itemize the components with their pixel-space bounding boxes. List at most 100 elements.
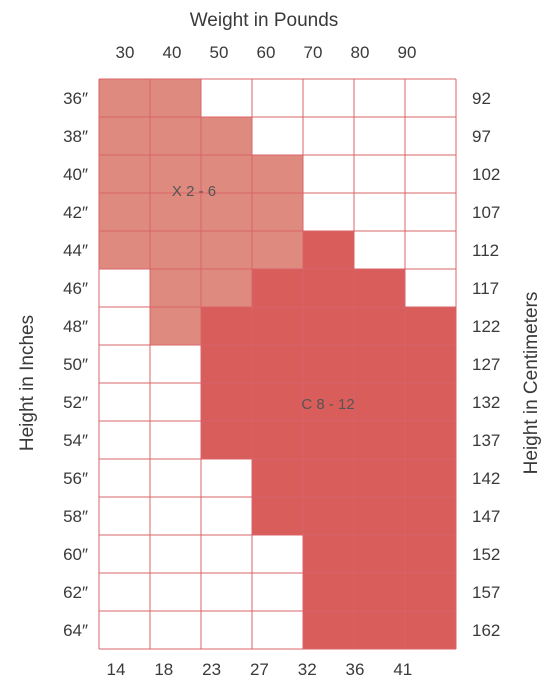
cell-r6-c2-c [201, 307, 252, 345]
cell-r2-c6-empty [405, 155, 456, 193]
cell-r9-c6-c [405, 421, 456, 459]
cell-r4-c1-x [150, 231, 201, 269]
cell-r5-c0-empty [99, 269, 150, 307]
x-top-tick-0: 30 [116, 43, 135, 62]
zone-label-x: X 2 - 6 [172, 183, 216, 200]
y-left-tick-5: 46″ [63, 279, 88, 298]
cell-r4-c6-empty [405, 231, 456, 269]
cell-r8-c5-c [354, 383, 405, 421]
cell-r12-c1-empty [150, 535, 201, 573]
x-bottom-tick-5: 36 [346, 660, 365, 679]
y-left-tick-4: 44″ [63, 241, 88, 260]
y-left-tick-8: 52″ [63, 393, 88, 412]
cell-r7-c6-c [405, 345, 456, 383]
cell-r11-c2-empty [201, 497, 252, 535]
cell-r0-c4-empty [303, 79, 354, 117]
cell-r2-c4-empty [303, 155, 354, 193]
cell-r10-c0-empty [99, 459, 150, 497]
cell-r6-c1-x [150, 307, 201, 345]
cell-r8-c1-empty [150, 383, 201, 421]
cell-r3-c5-empty [354, 193, 405, 231]
y-left-tick-2: 40″ [63, 165, 88, 184]
cell-r14-c6-c [405, 611, 456, 649]
x-bottom-tick-1: 18 [154, 660, 173, 679]
cell-r5-c3-c [252, 269, 303, 307]
cell-r13-c0-empty [99, 573, 150, 611]
cell-r3-c2-x [201, 193, 252, 231]
x-bottom-tick-4: 32 [298, 660, 317, 679]
cell-r11-c3-c [252, 497, 303, 535]
cell-r10-c1-empty [150, 459, 201, 497]
chart-title: Weight in Pounds [190, 10, 339, 31]
cell-r14-c5-c [354, 611, 405, 649]
cell-r3-c6-empty [405, 193, 456, 231]
cell-r8-c0-empty [99, 383, 150, 421]
y-right-tick-6: 122 [472, 317, 500, 336]
y-right-tick-13: 157 [472, 583, 500, 602]
x-bottom-tick-0: 14 [107, 660, 126, 679]
cell-r1-c3-empty [252, 117, 303, 155]
cell-r9-c3-c [252, 421, 303, 459]
cell-r5-c2-x [201, 269, 252, 307]
cell-r4-c3-x [252, 231, 303, 269]
cell-r0-c3-empty [252, 79, 303, 117]
x-top-tick-1: 40 [163, 43, 182, 62]
y-left-tick-10: 56″ [63, 469, 88, 488]
cell-r0-c1-x [150, 79, 201, 117]
y-axis-label-right: Height in Centimeters [521, 292, 542, 475]
cell-r5-c1-x [150, 269, 201, 307]
cell-r4-c5-empty [354, 231, 405, 269]
x-top-tick-2: 50 [210, 43, 229, 62]
y-right-tick-5: 117 [472, 279, 499, 298]
x-top-tick-3: 60 [257, 43, 276, 62]
y-axis-label-left: Height in Inches [17, 315, 38, 451]
y-left-tick-7: 50″ [63, 355, 88, 374]
x-top-tick-6: 90 [398, 43, 417, 62]
cell-r7-c0-empty [99, 345, 150, 383]
cell-r9-c2-c [201, 421, 252, 459]
zone-label-c: C 8 - 12 [301, 396, 354, 413]
cell-r1-c6-empty [405, 117, 456, 155]
cell-r1-c4-empty [303, 117, 354, 155]
cell-r8-c3-c [252, 383, 303, 421]
cell-r9-c5-c [354, 421, 405, 459]
cell-r2-c2-x [201, 155, 252, 193]
cell-r12-c4-c [303, 535, 354, 573]
x-top-tick-5: 80 [351, 43, 370, 62]
cell-r6-c0-empty [99, 307, 150, 345]
cell-r13-c6-c [405, 573, 456, 611]
cell-r1-c5-empty [354, 117, 405, 155]
cell-r2-c0-x [99, 155, 150, 193]
cell-r3-c4-empty [303, 193, 354, 231]
cell-r8-c6-c [405, 383, 456, 421]
cell-r4-c0-x [99, 231, 150, 269]
cell-r6-c3-c [252, 307, 303, 345]
cell-r13-c1-empty [150, 573, 201, 611]
x-bottom-tick-2: 23 [202, 660, 221, 679]
cell-r10-c3-c [252, 459, 303, 497]
cell-r10-c5-c [354, 459, 405, 497]
cell-r1-c0-x [99, 117, 150, 155]
cell-r5-c6-empty [405, 269, 456, 307]
cell-r7-c3-c [252, 345, 303, 383]
cell-r12-c0-empty [99, 535, 150, 573]
cell-r13-c5-c [354, 573, 405, 611]
cell-r0-c6-empty [405, 79, 456, 117]
y-right-tick-12: 152 [472, 545, 500, 564]
cell-r12-c5-c [354, 535, 405, 573]
cell-r2-c1-x [150, 155, 201, 193]
y-right-tick-1: 97 [472, 127, 491, 146]
cell-r11-c4-c [303, 497, 354, 535]
cell-r5-c4-c [303, 269, 354, 307]
cell-r13-c2-empty [201, 573, 252, 611]
cell-r9-c1-empty [150, 421, 201, 459]
cell-r10-c6-c [405, 459, 456, 497]
cell-r7-c2-c [201, 345, 252, 383]
cell-r12-c6-c [405, 535, 456, 573]
y-left-tick-3: 42″ [63, 203, 88, 222]
cell-r0-c5-empty [354, 79, 405, 117]
cell-r9-c4-c [303, 421, 354, 459]
cell-r0-c0-x [99, 79, 150, 117]
cell-r14-c0-empty [99, 611, 150, 649]
